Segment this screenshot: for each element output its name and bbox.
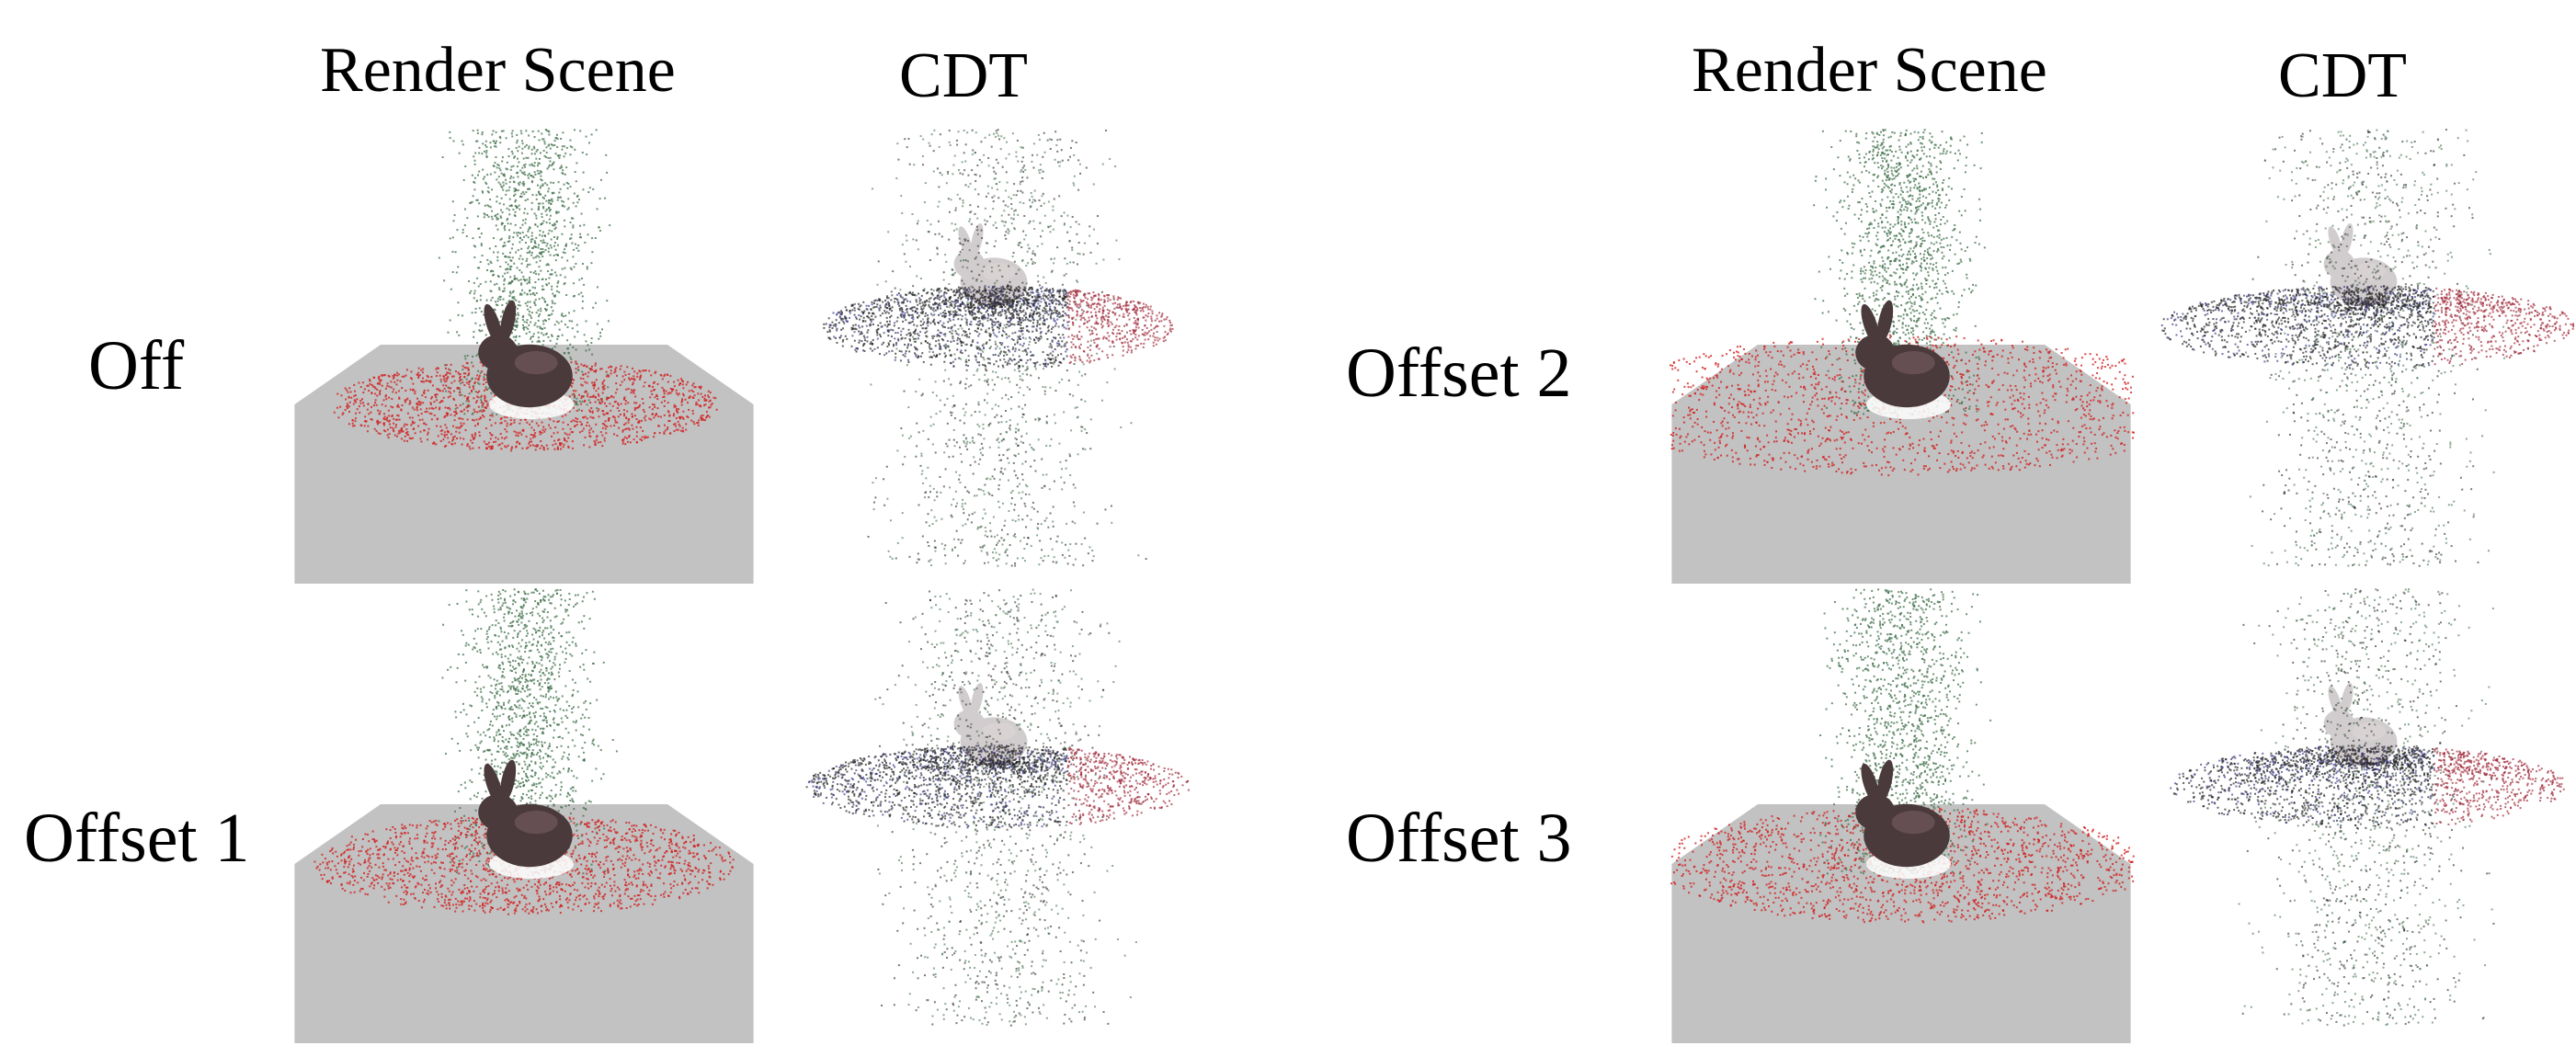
cdt-off-image: [781, 129, 1214, 588]
row-label-offset-1: Offset 1: [24, 803, 250, 873]
header-render-scene-left: Render Scene: [320, 39, 676, 103]
header-cdt-left: CDT: [899, 44, 1028, 108]
render-scene-offset-2-image: [1662, 129, 2140, 588]
row-label-off: Off: [88, 331, 184, 401]
cdt-offset-2-image: [2160, 129, 2574, 588]
render-scene-offset-3-image: [1662, 588, 2140, 1048]
row-label-offset-3: Offset 3: [1346, 803, 1572, 873]
cdt-offset-3-image: [2160, 588, 2574, 1048]
row-label-offset-2: Offset 2: [1346, 338, 1572, 408]
header-cdt-right: CDT: [2278, 44, 2407, 108]
render-scene-offset-1-image: [285, 588, 763, 1048]
cdt-offset-1-image: [781, 588, 1214, 1048]
render-scene-off-image: [285, 129, 763, 588]
header-render-scene-right: Render Scene: [1692, 39, 2047, 103]
